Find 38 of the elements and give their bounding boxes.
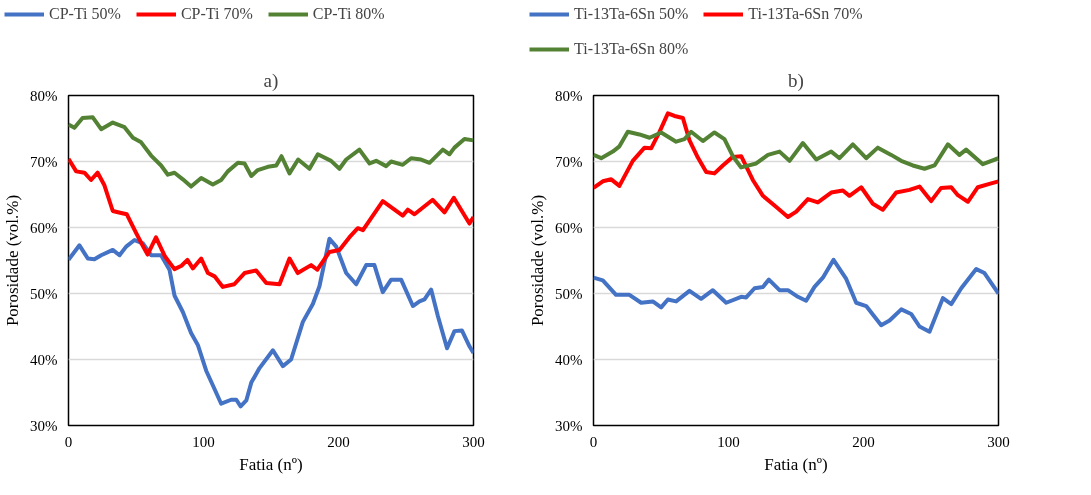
chart-title: a) <box>263 69 279 92</box>
x-tick-label: 200 <box>327 433 350 450</box>
y-tick-label: 70% <box>30 153 58 170</box>
legend-label: CP-Ti 70% <box>180 5 253 23</box>
x-tick-label: 0 <box>64 433 73 450</box>
x-tick-label: 300 <box>987 433 1010 450</box>
line-series <box>68 156 474 289</box>
x-axis-title: Fatia (nº) <box>764 454 828 474</box>
line-series <box>68 236 474 409</box>
legend-label: CP-Ti 80% <box>312 5 385 23</box>
legend-label: Ti-13Ta-6Sn 50% <box>574 5 689 23</box>
legend-label: Ti-13Ta-6Sn 70% <box>748 5 863 23</box>
chart-title: b) <box>788 69 804 92</box>
y-tick-label: 40% <box>30 351 58 368</box>
y-tick-label: 30% <box>30 417 58 434</box>
line-series <box>593 111 999 219</box>
y-tick-label: 50% <box>30 285 58 302</box>
y-axis-title: Porosidade (vol.%) <box>3 194 22 327</box>
y-tick-label: 50% <box>555 285 583 302</box>
line-series <box>593 257 999 334</box>
legend-label: Ti-13Ta-6Sn 80% <box>574 40 689 58</box>
y-axis-title: Porosidade (vol.%) <box>528 194 547 327</box>
legend-label: CP-Ti 50% <box>49 5 121 23</box>
line-series <box>593 129 999 171</box>
y-tick-label: 80% <box>555 87 583 104</box>
y-tick-label: 30% <box>555 417 583 434</box>
x-tick-label: 300 <box>462 433 485 450</box>
line-series <box>68 115 474 189</box>
y-tick-label: 70% <box>555 153 583 170</box>
y-tick-label: 60% <box>555 219 583 236</box>
x-tick-label: 100 <box>717 433 740 450</box>
x-tick-label: 200 <box>852 433 875 450</box>
x-tick-label: 100 <box>192 433 215 450</box>
y-tick-label: 40% <box>555 351 583 368</box>
y-tick-label: 60% <box>30 219 58 236</box>
x-axis-title: Fatia (nº) <box>239 454 303 474</box>
y-tick-label: 80% <box>30 87 58 104</box>
x-tick-label: 0 <box>589 433 598 450</box>
